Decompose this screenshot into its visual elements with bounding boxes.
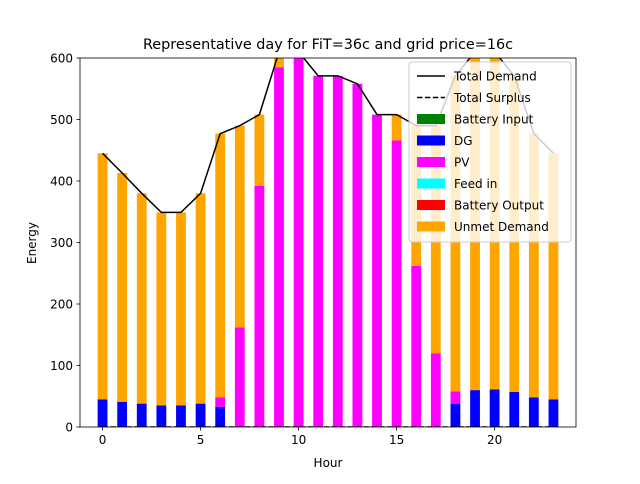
bar-dg-hour-21 (509, 391, 520, 427)
x-tick-label-20: 20 (487, 433, 502, 447)
bar-unmet-demand-hour-15 (391, 114, 402, 141)
bar-pv-hour-8 (254, 185, 265, 427)
bar-dg-hour-1 (117, 401, 128, 427)
y-tick-label-0: 0 (65, 420, 73, 434)
x-tick-label-15: 15 (389, 433, 404, 447)
bar-pv-hour-17 (430, 353, 441, 427)
bar-dg-hour-18 (450, 403, 461, 427)
legend-label-pv: PV (454, 156, 470, 170)
x-axis-label: Hour (314, 456, 343, 470)
bar-dg-hour-23 (548, 399, 559, 427)
legend-swatch-dg (417, 135, 445, 146)
bar-dg-hour-19 (470, 390, 480, 427)
y-tick-label-100: 100 (50, 359, 73, 373)
legend-swatch-unmet-demand (417, 221, 445, 232)
bar-dg-hour-20 (489, 389, 500, 427)
bar-unmet-demand-hour-5 (195, 193, 206, 404)
y-axis-label: Energy (25, 222, 39, 264)
x-tick-label-5: 5 (197, 433, 205, 447)
legend-label-battery-output: Battery Output (454, 199, 544, 213)
chart-title: Representative day for FiT=36c and grid … (143, 37, 513, 53)
legend-label-battery-input: Battery Input (454, 113, 534, 127)
legend-swatch-battery-input (417, 114, 445, 124)
x-tick-label-10: 10 (291, 433, 306, 447)
lines-layer (102, 58, 554, 427)
y-tick-label-300: 300 (50, 236, 73, 250)
bar-unmet-demand-hour-3 (156, 212, 167, 406)
y-tick-label-200: 200 (50, 297, 73, 311)
bar-pv-hour-7 (234, 327, 245, 427)
bar-dg-hour-5 (195, 403, 206, 427)
bar-pv-hour-10 (293, 58, 304, 427)
legend-label-feed-in: Feed in (454, 177, 497, 191)
bar-pv-hour-16 (411, 265, 422, 427)
bar-dg-hour-0 (97, 399, 108, 427)
bar-unmet-demand-hour-22 (528, 133, 539, 398)
bar-unmet-demand-hour-7 (234, 125, 245, 328)
y-tick-label-400: 400 (50, 174, 73, 188)
bar-dg-hour-2 (136, 403, 147, 427)
bar-unmet-demand-hour-1 (117, 173, 128, 402)
bar-pv-hour-12 (332, 75, 343, 427)
bar-dg-hour-6 (215, 406, 226, 427)
y-tick-label-600: 600 (50, 51, 73, 65)
bar-unmet-demand-hour-4 (176, 212, 186, 406)
bar-pv-hour-14 (372, 114, 382, 427)
bar-pv-hour-13 (352, 83, 363, 427)
bar-pv-hour-18 (450, 391, 461, 404)
bar-pv-hour-11 (313, 75, 324, 427)
bar-unmet-demand-hour-0 (97, 153, 108, 400)
y-tick-label-500: 500 (50, 113, 73, 127)
legend-label-total-demand: Total Demand (453, 70, 537, 84)
bar-unmet-demand-hour-9 (274, 58, 284, 68)
legend-label-unmet-demand: Unmet Demand (454, 220, 549, 234)
bar-pv-hour-9 (274, 67, 284, 427)
bar-unmet-demand-hour-8 (254, 114, 265, 186)
bar-dg-hour-4 (176, 405, 186, 427)
legend-label-total-surplus: Total Surplus (453, 91, 531, 105)
bar-pv-hour-15 (391, 140, 402, 427)
legend: Total Demand Total Surplus Battery Input DG… (408, 61, 572, 243)
legend-swatch-feed-in (417, 178, 445, 189)
legend-label-dg: DG (454, 134, 473, 148)
bar-unmet-demand-hour-6 (215, 133, 226, 398)
bar-unmet-demand-hour-2 (136, 193, 147, 404)
legend-swatch-pv (417, 157, 445, 167)
bar-unmet-demand-hour-23 (548, 153, 559, 400)
bar-dg-hour-22 (528, 397, 539, 427)
legend-box (408, 61, 572, 243)
x-tick-label-0: 0 (99, 433, 107, 447)
line-total-demand (102, 58, 554, 214)
bar-pv-hour-6 (215, 397, 226, 407)
bar-dg-hour-3 (156, 405, 167, 427)
legend-swatch-battery-output (417, 200, 445, 210)
